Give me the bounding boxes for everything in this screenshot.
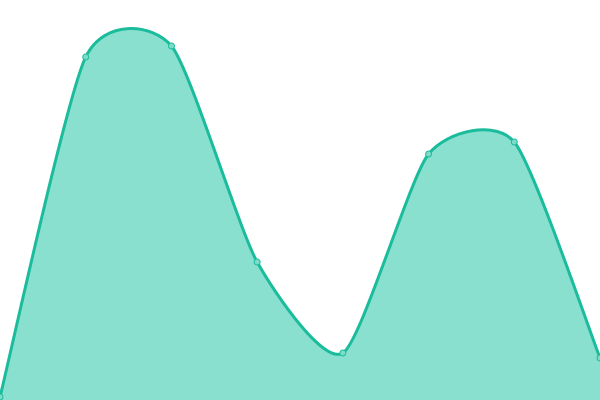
data-point (82, 53, 90, 61)
data-points (0, 42, 600, 400)
data-point (596, 354, 600, 362)
data-point (0, 393, 4, 400)
area-fill (0, 28, 600, 400)
data-point (339, 349, 347, 357)
data-point (253, 258, 261, 266)
data-point (167, 42, 175, 50)
data-point (425, 150, 433, 158)
data-point (510, 138, 518, 146)
